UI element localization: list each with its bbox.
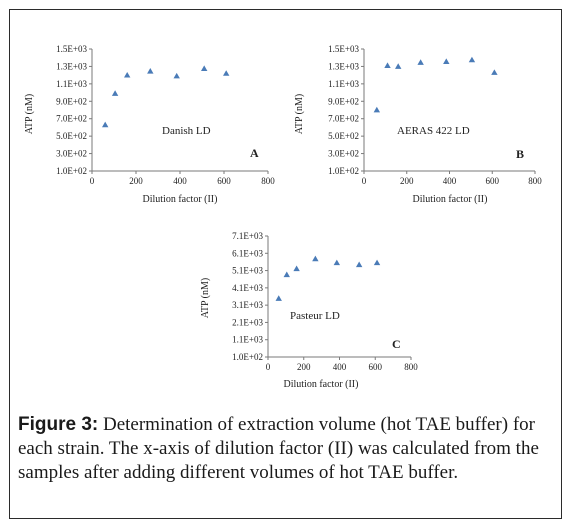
y-tick-label: 9.0E+02 <box>56 96 87 106</box>
data-point <box>102 121 109 128</box>
y-tick-label: 6.1E+03 <box>232 248 263 258</box>
x-tick-label: 200 <box>297 362 311 372</box>
y-tick-label: 1.1E+03 <box>56 79 87 89</box>
data-point <box>373 259 381 266</box>
y-tick-label: 7.0E+02 <box>56 114 87 124</box>
x-tick-label: 200 <box>129 176 143 186</box>
y-tick-label: 7.0E+02 <box>328 114 359 124</box>
x-tick-label: 400 <box>173 176 187 186</box>
x-tick-label: 0 <box>362 176 367 186</box>
figure-frame <box>9 9 562 519</box>
data-point <box>293 265 300 272</box>
figure-caption: Figure 3: Determination of extraction vo… <box>18 413 558 485</box>
y-tick-label: 7.1E+03 <box>232 231 263 241</box>
data-point <box>443 58 450 65</box>
x-tick-label: 0 <box>90 176 95 186</box>
data-point <box>468 56 476 63</box>
y-tick-label: 1.1E+03 <box>328 79 359 89</box>
x-tick-label: 200 <box>400 176 414 186</box>
y-tick-label: 5.0E+02 <box>328 131 359 141</box>
data-point <box>417 59 424 65</box>
x-tick-label: 800 <box>528 176 542 186</box>
panel-c: ATP (nM) Pasteur LD C Dilution factor (I… <box>200 231 418 390</box>
y-tick-label: 4.1E+03 <box>232 283 263 293</box>
y-tick-label: 5.0E+02 <box>56 131 87 141</box>
y-tick-label: 1.0E+02 <box>232 352 263 362</box>
data-point <box>384 62 391 68</box>
data-point <box>201 65 208 72</box>
data-point <box>333 259 341 266</box>
panel-annotation: Pasteur LD <box>290 310 340 322</box>
panel-a: ATP (nM) Danish LD A Dilution factor (II… <box>24 44 275 205</box>
panel-annotation: AERAS 422 LD <box>397 125 470 137</box>
data-point <box>283 271 290 278</box>
data-point <box>111 90 119 96</box>
panel-letter: C <box>392 337 401 351</box>
y-tick-label: 1.5E+03 <box>328 44 359 54</box>
x-axis-label: Dilution factor (II) <box>284 379 359 390</box>
x-tick-label: 400 <box>333 362 347 372</box>
x-axis-label: Dilution factor (II) <box>413 194 488 205</box>
y-tick-label: 3.0E+02 <box>56 149 87 159</box>
figure-panels: ATP (nM) Danish LD A Dilution factor (II… <box>24 44 542 390</box>
x-tick-label: 0 <box>266 362 271 372</box>
data-point <box>275 295 282 301</box>
data-point <box>223 70 230 76</box>
data-point <box>355 261 363 268</box>
y-tick-label: 1.0E+02 <box>328 166 359 176</box>
x-tick-label: 600 <box>217 176 231 186</box>
x-tick-label: 800 <box>404 362 418 372</box>
panel-annotation: Danish LD <box>162 125 211 137</box>
data-point <box>173 72 180 79</box>
y-axis-label: ATP (nM) <box>294 94 305 134</box>
y-tick-label: 3.1E+03 <box>232 300 263 310</box>
panel-letter: A <box>250 146 259 160</box>
y-tick-label: 9.0E+02 <box>328 96 359 106</box>
y-axis-label: ATP (nM) <box>200 278 211 318</box>
y-tick-label: 1.1E+03 <box>232 335 263 345</box>
y-axis-label: ATP (nM) <box>24 94 35 134</box>
x-axis-label: Dilution factor (II) <box>143 194 218 205</box>
y-tick-label: 1.3E+03 <box>328 61 359 71</box>
data-point <box>312 255 319 262</box>
panel-letter: B <box>516 147 524 161</box>
panel-b: ATP (nM) AERAS 422 LD B Dilution factor … <box>294 44 542 205</box>
y-tick-label: 5.1E+03 <box>232 266 263 276</box>
data-point <box>124 71 131 78</box>
data-point <box>491 69 498 75</box>
y-tick-label: 1.0E+02 <box>56 166 87 176</box>
data-point <box>395 63 402 69</box>
x-tick-label: 600 <box>369 362 383 372</box>
y-tick-label: 1.5E+03 <box>56 44 87 54</box>
y-tick-label: 3.0E+02 <box>328 149 359 159</box>
y-tick-label: 1.3E+03 <box>56 61 87 71</box>
y-tick-label: 2.1E+03 <box>232 317 263 327</box>
x-tick-label: 400 <box>443 176 457 186</box>
x-tick-label: 800 <box>261 176 275 186</box>
caption-text: Determination of extraction volume (hot … <box>18 414 539 483</box>
data-point <box>147 68 154 74</box>
x-tick-label: 600 <box>486 176 500 186</box>
data-point <box>373 106 381 113</box>
caption-label: Figure 3: <box>18 414 99 435</box>
